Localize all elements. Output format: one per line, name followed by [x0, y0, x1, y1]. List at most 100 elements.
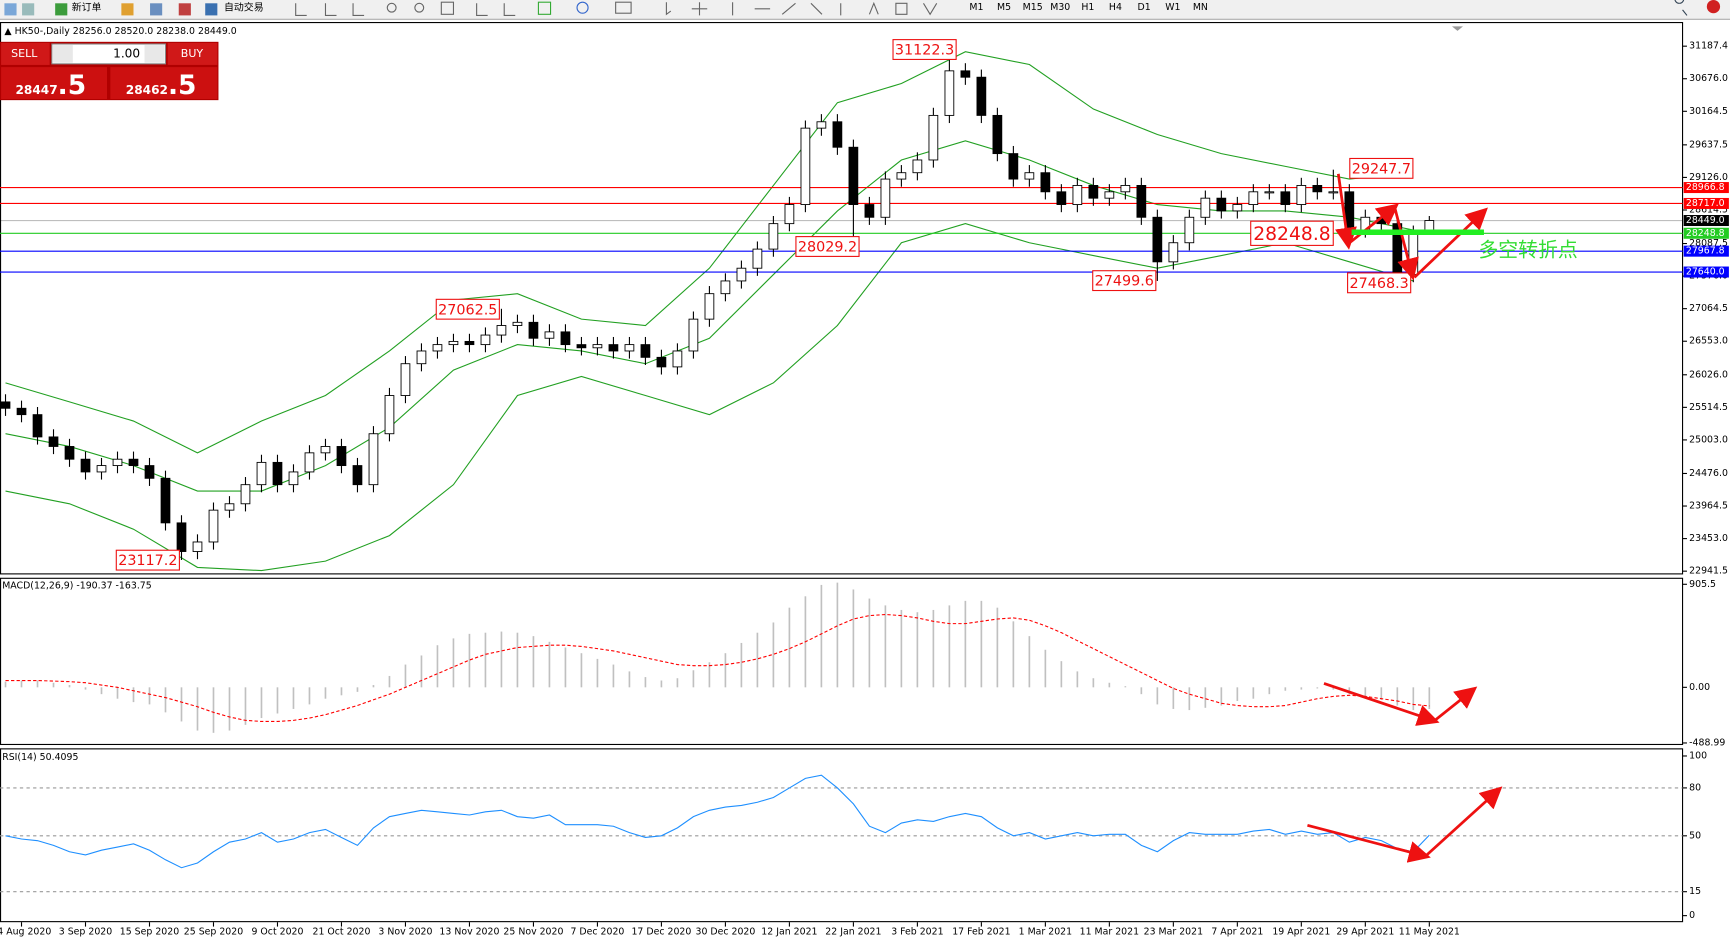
y-tick-label: 50 — [1689, 830, 1701, 841]
timeframe-button[interactable]: D1 — [1138, 2, 1151, 13]
candle-body — [832, 121, 843, 148]
price-level-label: 28966.8 — [1686, 182, 1725, 193]
bid-price[interactable]: 28447.5 — [15, 69, 86, 100]
new-order-button[interactable]: 新订单 — [72, 1, 102, 14]
x-tick-label: 29 Apr 2021 — [1336, 927, 1394, 938]
volume[interactable]: 1.00 — [113, 46, 140, 60]
candle-body — [240, 484, 251, 505]
candle-body — [160, 477, 171, 524]
annotation-box — [1250, 220, 1334, 246]
annotation: 31122.3 — [895, 43, 954, 59]
timeframes: M1 M5 M15 M30 H1 H4 D1 W1 MN — [969, 2, 1208, 13]
y-tick-label: 28614.5 — [1689, 204, 1728, 215]
volume-down[interactable] — [52, 45, 73, 63]
timeframe-button[interactable]: MN — [1193, 2, 1208, 13]
candle-body — [976, 76, 987, 116]
icon[interactable] — [150, 3, 163, 16]
candle-body — [880, 178, 891, 218]
candle-body — [1200, 197, 1211, 218]
candle-body — [656, 356, 667, 368]
templates-icon[interactable] — [615, 1, 632, 14]
periods-icon[interactable] — [576, 1, 589, 14]
buy-label[interactable]: BUY — [181, 47, 204, 60]
bid-main: 28447 — [15, 83, 57, 97]
auto-trading-icon[interactable] — [205, 3, 218, 16]
timeframe-button[interactable]: M5 — [997, 2, 1011, 13]
candle-body — [864, 204, 875, 218]
candle-body — [1280, 191, 1291, 205]
annotation: 27062.5 — [438, 302, 497, 318]
timeframe-button[interactable]: W1 — [1165, 2, 1180, 13]
candle-body — [1184, 216, 1195, 244]
timeframe-button[interactable]: H1 — [1081, 2, 1094, 13]
buy-button[interactable] — [167, 42, 218, 65]
candle-body — [752, 248, 763, 269]
new-order-icon[interactable] — [55, 3, 68, 16]
annotation-box — [1092, 270, 1157, 292]
x-tick-label: 4 Aug 2020 — [0, 927, 51, 938]
arrow — [1424, 786, 1503, 858]
auto-trading-button[interactable]: 自动交易 — [224, 1, 264, 14]
chart-type-icons[interactable] — [295, 3, 365, 16]
x-tick-label: 3 Nov 2020 — [378, 927, 432, 938]
zoom-out[interactable] — [414, 2, 425, 13]
y-tick-label: 100 — [1689, 750, 1707, 761]
timeframe-button[interactable]: M15 — [1023, 2, 1043, 13]
x-tick-label: 12 Jan 2021 — [761, 927, 817, 938]
search-icon[interactable] — [1674, 0, 1688, 16]
y-tick-label: 23964.5 — [1689, 501, 1728, 512]
tile-icon[interactable] — [440, 1, 455, 15]
y-tick-label: 30676.0 — [1689, 73, 1728, 84]
candle-body — [688, 318, 699, 352]
y-tick-label: 15 — [1689, 886, 1701, 897]
timeframe-button[interactable]: H4 — [1109, 2, 1122, 13]
rsi-value: 50.4095 — [40, 752, 79, 763]
candle-body — [368, 433, 379, 486]
y-tick-label: -488.99 — [1689, 737, 1725, 748]
shift-marker — [1451, 26, 1463, 31]
candle-body — [1328, 191, 1339, 194]
candle-body — [96, 465, 107, 473]
candle-body — [1040, 172, 1051, 193]
candle-body — [720, 280, 731, 295]
y-tick-label: 28087.5 — [1689, 238, 1728, 249]
arrow — [1393, 206, 1419, 281]
annotation-box — [435, 298, 500, 320]
icon[interactable] — [178, 3, 191, 16]
candle-body — [1168, 242, 1179, 263]
volume-box[interactable] — [51, 43, 167, 65]
timeframe-button[interactable]: M30 — [1050, 2, 1070, 13]
zoom-in[interactable] — [386, 2, 397, 13]
timeframe-button[interactable]: M1 — [969, 2, 983, 13]
candle-body — [896, 172, 907, 180]
x-tick-label: 3 Sep 2020 — [59, 927, 112, 938]
x-tick-label: 22 Jan 2021 — [825, 927, 881, 938]
ask-price[interactable]: 28462.5 — [126, 69, 197, 100]
drawing-tools[interactable] — [665, 1, 938, 16]
icon[interactable] — [22, 3, 35, 16]
icon[interactable] — [4, 3, 17, 16]
ask-box[interactable] — [110, 67, 218, 100]
scroll-icons[interactable] — [476, 3, 516, 16]
volume-up[interactable] — [144, 45, 165, 63]
candle-body — [192, 541, 203, 552]
annotation: 28248.8 — [1253, 224, 1331, 245]
x-tick-label: 15 Sep 2020 — [120, 927, 179, 938]
y-tick-label: 80 — [1689, 782, 1701, 793]
icon[interactable] — [121, 3, 134, 16]
bid-frac: .5 — [58, 69, 86, 100]
sell-button[interactable] — [1, 42, 50, 65]
indicators-icon[interactable] — [537, 1, 552, 15]
candle-body — [32, 414, 43, 438]
sell-label[interactable]: SELL — [11, 47, 38, 60]
annotation-box — [795, 236, 860, 257]
price-level-box — [1683, 197, 1729, 209]
x-tick-label: 3 Feb 2021 — [891, 927, 943, 938]
y-tick-label: 29637.5 — [1689, 139, 1728, 150]
bid-box[interactable] — [1, 67, 108, 100]
x-tick-label: 9 Oct 2020 — [251, 927, 303, 938]
annotation-box — [892, 39, 957, 60]
candle-body — [960, 70, 971, 78]
alert-icon[interactable] — [1706, 0, 1721, 14]
price-level-label: 28449.0 — [1686, 215, 1725, 226]
